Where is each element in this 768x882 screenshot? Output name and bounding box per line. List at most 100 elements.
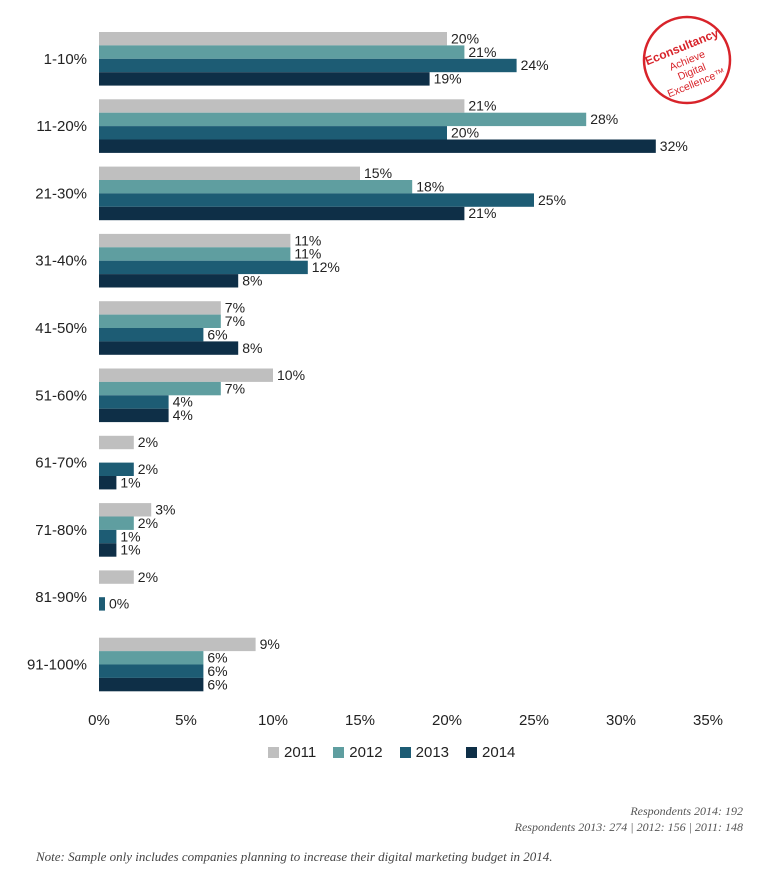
- respondents-other-years: Respondents 2013: 274 | 2012: 156 | 2011…: [514, 820, 743, 834]
- bar-2011-41-50%: [99, 301, 221, 315]
- legend-label-2011: 2011: [284, 744, 317, 761]
- bar-2012-31-40%: [99, 247, 291, 261]
- bar-2011-21-30%: [99, 166, 360, 180]
- category-label-31-40%: 31-40%: [35, 253, 87, 270]
- data-label-2012-1-10%: 21%: [468, 44, 496, 60]
- category-label-61-70%: 61-70%: [35, 455, 87, 472]
- data-label-2014-51-60%: 4%: [173, 407, 193, 423]
- bar-2014-51-60%: [99, 408, 169, 423]
- bar-2012-1-10%: [99, 45, 465, 59]
- data-label-2012-11-20%: 28%: [590, 111, 618, 127]
- bar-2012-41-50%: [99, 314, 221, 328]
- bar-2011-51-60%: [99, 368, 273, 382]
- data-label-2013-11-20%: 20%: [451, 125, 479, 141]
- x-tick-label-0: 0%: [88, 712, 110, 729]
- logo-seal: Econsultancy Achieve Digital Excellence™: [642, 15, 732, 105]
- category-label-71-80%: 71-80%: [35, 522, 87, 539]
- category-label-11-20%: 11-20%: [36, 118, 87, 135]
- data-label-2013-21-30%: 25%: [538, 192, 566, 208]
- bar-2011-81-90%: [99, 570, 134, 584]
- data-label-2012-31-40%: 11%: [294, 246, 321, 262]
- bar-2013-91-100%: [99, 664, 204, 678]
- data-label-2014-11-20%: 32%: [660, 138, 688, 154]
- data-label-2011-91-100%: 9%: [260, 636, 280, 652]
- respondents-2014: Respondents 2014: 192: [630, 804, 743, 818]
- legend-swatch-2014: [466, 747, 478, 758]
- data-label-2011-41-50%: 7%: [225, 300, 245, 316]
- data-label-2013-61-70%: 2%: [138, 461, 158, 477]
- data-label-2013-31-40%: 12%: [312, 259, 340, 275]
- bar-chart: 1-10% 11-20% 21-30% 31-40% 41-50% 51-60% 61-70…: [27, 30, 723, 729]
- bar-2013-81-90%: [99, 597, 105, 611]
- category-labels: 1-10% 11-20% 21-30% 31-40% 41-50% 51-60% 61-70…: [27, 51, 87, 674]
- category-label-81-90%: 81-90%: [35, 589, 87, 606]
- legend-label-2013: 2013: [415, 744, 450, 761]
- bar-2014-21-30%: [99, 206, 465, 221]
- legend-item-2012: 2012: [333, 744, 383, 761]
- bar-2013-31-40%: [99, 260, 308, 275]
- x-tick-label-20: 20%: [432, 712, 462, 729]
- category-label-51-60%: 51-60%: [35, 387, 87, 404]
- data-label-2012-91-100%: 6%: [207, 650, 227, 666]
- data-label-2012-41-50%: 7%: [225, 313, 245, 329]
- data-label-2014-61-70%: 1%: [120, 474, 140, 490]
- x-tick-label-15: 15%: [345, 712, 375, 729]
- category-label-21-30%: 21-30%: [35, 185, 87, 202]
- econsultancy-logo: Econsultancy Achieve Digital Excellence™: [641, 14, 733, 106]
- bar-2014-61-70%: [99, 476, 117, 490]
- data-labels: 20%21%24%19%21%28%20%32%15%18%25%21%11%1…: [109, 30, 688, 692]
- bar-2012-91-100%: [99, 651, 204, 665]
- sample-note: Note: Sample only includes companies pla…: [36, 849, 553, 864]
- bar-2014-1-10%: [99, 72, 430, 86]
- bar-2012-21-30%: [99, 180, 413, 194]
- data-label-2013-81-90%: 0%: [109, 596, 129, 612]
- data-label-2014-91-100%: 6%: [207, 676, 227, 692]
- bar-2011-71-80%: [99, 503, 152, 517]
- data-label-2011-31-40%: 11%: [294, 232, 321, 248]
- data-label-2012-51-60%: 7%: [225, 380, 245, 396]
- data-label-2011-81-90%: 2%: [138, 569, 158, 585]
- bar-2014-11-20%: [99, 139, 656, 153]
- data-label-2014-71-80%: 1%: [120, 542, 140, 558]
- data-label-2011-61-70%: 2%: [138, 434, 158, 450]
- category-label-91-100%: 91-100%: [27, 657, 87, 674]
- data-label-2011-51-60%: 10%: [277, 367, 305, 383]
- data-label-2011-11-20%: 21%: [468, 98, 496, 114]
- category-label-41-50%: 41-50%: [35, 320, 87, 337]
- bar-2014-41-50%: [99, 341, 239, 355]
- data-label-2012-71-80%: 2%: [138, 515, 158, 531]
- legend-swatch-2013: [399, 747, 411, 758]
- bar-2011-31-40%: [99, 233, 291, 248]
- x-tick-label-30: 30%: [606, 712, 636, 729]
- x-tick-label-25: 25%: [519, 712, 549, 729]
- chart-legend: 2011 2012 2013 2014: [268, 744, 532, 761]
- category-label-1-10%: 1-10%: [44, 51, 87, 68]
- data-label-2011-1-10%: 20%: [451, 30, 479, 46]
- bar-2013-1-10%: [99, 58, 517, 73]
- bar-2013-61-70%: [99, 462, 134, 476]
- data-label-2014-31-40%: 8%: [242, 273, 262, 289]
- bar-2011-1-10%: [99, 32, 447, 46]
- bar-2013-11-20%: [99, 126, 447, 140]
- bar-2013-51-60%: [99, 395, 169, 409]
- bar-2011-61-70%: [99, 435, 134, 450]
- bar-2012-51-60%: [99, 381, 221, 396]
- data-label-2011-21-30%: 15%: [364, 165, 392, 181]
- bar-2011-91-100%: [99, 637, 256, 652]
- bars: [99, 32, 656, 692]
- data-label-2013-1-10%: 24%: [521, 57, 549, 73]
- data-label-2014-21-30%: 21%: [468, 205, 496, 221]
- x-axis-ticks: 0% 5% 10% 15% 20% 25% 30% 35%: [88, 712, 723, 729]
- bar-2014-91-100%: [99, 677, 204, 692]
- bar-2013-41-50%: [99, 328, 204, 342]
- data-label-2014-41-50%: 8%: [242, 340, 262, 356]
- legend-label-2012: 2012: [349, 744, 383, 761]
- x-tick-label-35: 35%: [693, 712, 723, 729]
- bar-2012-11-20%: [99, 112, 587, 127]
- bar-2014-31-40%: [99, 274, 239, 288]
- legend-swatch-2011: [268, 747, 279, 758]
- bar-2013-71-80%: [99, 529, 117, 544]
- data-label-2013-91-100%: 6%: [207, 663, 227, 679]
- legend-item-2014: 2014: [466, 744, 515, 761]
- bar-2013-21-30%: [99, 193, 534, 207]
